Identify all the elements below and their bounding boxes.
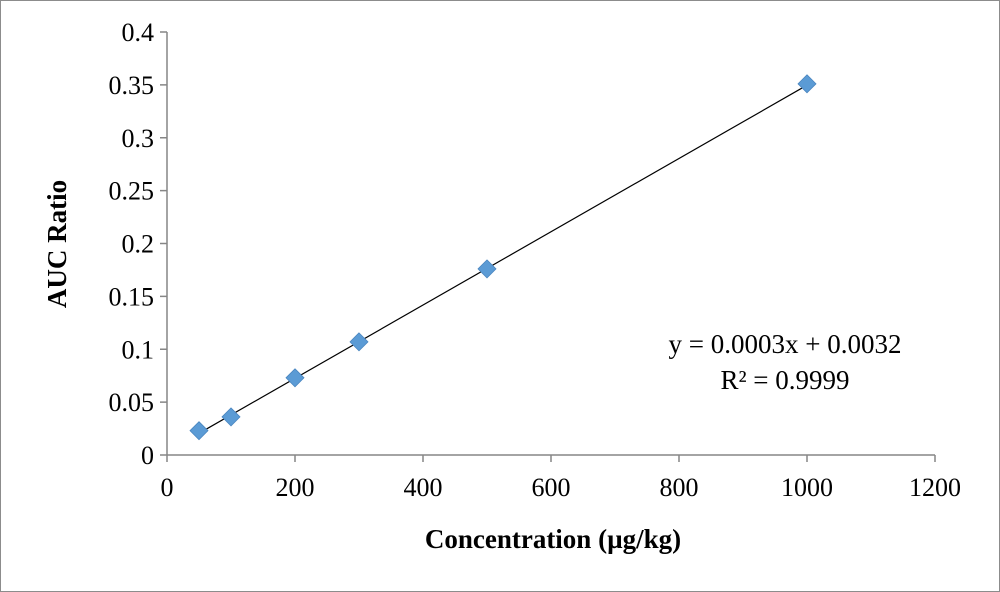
x-tick-label: 600 [532,473,571,502]
y-tick-label: 0.3 [122,124,155,153]
data-point [285,368,305,388]
axes [160,31,936,462]
data-point [477,259,497,279]
y-tick-label: 0 [141,441,154,470]
trendline-equation: y = 0.0003x + 0.0032 [669,329,902,359]
x-tick-label: 200 [276,473,315,502]
x-tick-label: 800 [660,473,699,502]
data-point [221,407,241,427]
y-tick-label: 0.4 [122,18,155,47]
y-tick-label: 0.05 [109,388,155,417]
x-tick-label: 0 [161,473,174,502]
data-point [189,421,209,441]
y-tick-label: 0.25 [109,177,155,206]
x-axis-title: Concentration (µg/kg) [425,524,681,554]
y-tick-label: 0.35 [109,71,155,100]
y-axis-title: AUC Ratio [42,180,72,308]
y-tick-label: 0.15 [109,282,155,311]
data-point [349,332,369,352]
tick-labels: 0 200 400 600 800 1000 1200 0 0.05 0.1 0.15 0.2 0.25… [109,18,962,502]
x-tick-label: 1000 [781,473,833,502]
y-tick-label: 0.2 [122,230,155,259]
y-tick-label: 0.1 [122,335,155,364]
x-tick-label: 1200 [909,473,961,502]
data-point [797,74,817,94]
x-tick-label: 400 [404,473,443,502]
r-squared-label: R² = 0.9999 [720,365,849,395]
data-points [189,74,817,441]
